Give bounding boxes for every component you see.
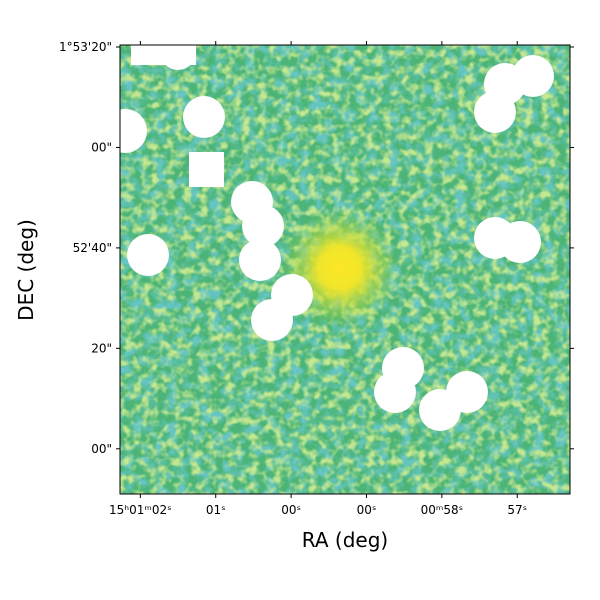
x-tick-label: 15ʰ01ᵐ02ˢ — [109, 503, 172, 517]
y-axis-label: DEC (deg) — [14, 219, 38, 321]
frame — [119, 44, 571, 495]
x-axis-label: RA (deg) — [302, 528, 388, 552]
masks — [120, 45, 554, 431]
x-tick-label: 01ˢ — [206, 503, 226, 517]
y-tick-label: 00" — [91, 140, 112, 154]
x-tick-label: 00ˢ — [357, 503, 377, 517]
y-tick-label: 00" — [91, 442, 112, 456]
x-tick-label: 57ˢ — [507, 503, 527, 517]
y-tick-label: 20" — [91, 341, 112, 355]
x-tick-label: 00ᵐ58ˢ — [421, 503, 464, 517]
image — [120, 45, 570, 494]
y-tick-label: 52'40" — [73, 241, 112, 255]
y-tick-label: 1°53'20" — [59, 40, 112, 54]
x-tick-label: 00ˢ — [281, 503, 301, 517]
